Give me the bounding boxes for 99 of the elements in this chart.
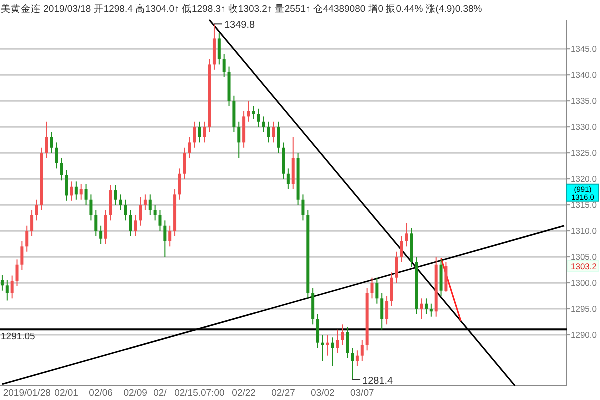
candlestick bbox=[247, 100, 250, 122]
candlestick bbox=[321, 334, 324, 362]
x-tick-label: 02/27 bbox=[272, 388, 296, 399]
y-tick-label: 1325.0 bbox=[571, 148, 598, 158]
candlestick bbox=[341, 324, 344, 346]
candlestick bbox=[129, 210, 132, 237]
candlestick bbox=[80, 184, 83, 200]
candlestick bbox=[286, 168, 290, 190]
candlestick bbox=[218, 33, 221, 66]
candlestick bbox=[74, 181, 78, 200]
y-tick-label: 1295.0 bbox=[571, 304, 598, 314]
candlestick bbox=[154, 204, 157, 222]
candlestick bbox=[376, 277, 379, 304]
x-tick-label: 02/09 bbox=[124, 388, 148, 399]
candlestick bbox=[420, 298, 424, 320]
x-tick-label: 03/07 bbox=[350, 388, 374, 399]
candlestick bbox=[203, 121, 206, 144]
x-tick-label: 03/02 bbox=[311, 388, 335, 399]
candlestick bbox=[134, 214, 138, 237]
candlestick bbox=[144, 194, 147, 211]
y-tick-label: 1330.0 bbox=[571, 122, 598, 132]
candlestick bbox=[198, 121, 202, 144]
candlestick bbox=[277, 121, 280, 154]
candlestick bbox=[164, 220, 167, 258]
candlestick bbox=[351, 348, 354, 380]
x-tick-label: 02/22 bbox=[232, 388, 256, 399]
candlestick bbox=[35, 199, 38, 222]
candlestick bbox=[119, 194, 122, 211]
candlestick bbox=[158, 210, 162, 232]
candlestick bbox=[302, 194, 305, 222]
candlestick bbox=[84, 184, 88, 206]
candlestick bbox=[262, 116, 266, 133]
candlestick bbox=[193, 121, 196, 148]
candlestick bbox=[267, 121, 270, 144]
candlestick bbox=[6, 280, 9, 302]
chart-title: 美黄金连 2019/03/18 开1298.4 高1304.0↑ 低1298.3↑ 收1303.2↑ 量2551↑ 仓44389080 增0 振0.44% 涨(4.9)0.38% bbox=[1, 3, 483, 15]
y-tick-label: 1300.0 bbox=[571, 278, 598, 288]
y-tick-label: 1315.0 bbox=[571, 200, 598, 210]
candlestick bbox=[222, 54, 226, 78]
candlestick bbox=[20, 240, 24, 271]
candlestick bbox=[26, 225, 29, 252]
candlestick bbox=[139, 196, 142, 226]
candlestick bbox=[346, 326, 350, 359]
candlestick bbox=[90, 194, 93, 222]
y-tick-label: 1290.0 bbox=[571, 330, 598, 340]
candlestick bbox=[100, 225, 103, 245]
candlestick bbox=[336, 329, 340, 354]
candlestick bbox=[55, 142, 58, 170]
candlestick bbox=[238, 121, 241, 159]
annotation: 1281.4 bbox=[362, 376, 394, 387]
candlestick bbox=[356, 350, 359, 367]
candlestick bbox=[65, 170, 68, 202]
candlestick bbox=[252, 106, 256, 120]
candlestick bbox=[430, 303, 433, 318]
candlestick bbox=[0, 274, 4, 292]
candlestick bbox=[60, 158, 64, 182]
y-tick-label: 1345.0 bbox=[571, 44, 598, 54]
candlestick bbox=[331, 337, 334, 367]
y-tick-label: 1310.0 bbox=[571, 226, 598, 236]
candlestick bbox=[30, 210, 34, 237]
x-tick-label: 02/01 bbox=[54, 388, 78, 399]
annotation: 1349.8 bbox=[224, 20, 256, 32]
candlestick bbox=[70, 181, 73, 202]
text: 1303.2 bbox=[571, 261, 598, 272]
candlestick bbox=[148, 194, 152, 216]
y-tick-label: 1335.0 bbox=[571, 96, 598, 106]
candlestick bbox=[104, 210, 108, 245]
candlestick bbox=[10, 275, 14, 300]
x-tick-label: 02/15.07:00 bbox=[174, 388, 225, 399]
x-tick-label: 02/06 bbox=[89, 388, 113, 399]
y-tick-label: 1320.0 bbox=[571, 174, 598, 184]
candlestick bbox=[178, 168, 182, 200]
candlestick bbox=[50, 132, 54, 154]
candlestick bbox=[114, 184, 118, 206]
candlestick bbox=[326, 334, 330, 356]
candlestick bbox=[380, 292, 384, 330]
candlestick bbox=[124, 199, 128, 222]
ref-line-label: 1291.05 bbox=[1, 332, 36, 343]
candlestick bbox=[257, 108, 260, 128]
candlestick bbox=[400, 236, 404, 263]
candlestick bbox=[424, 298, 428, 315]
y-tick-label: 1305.0 bbox=[571, 252, 598, 262]
x-tick-label: 02/ bbox=[154, 388, 168, 399]
candlestick bbox=[183, 147, 186, 180]
candlestick bbox=[94, 210, 98, 237]
candlestick bbox=[272, 121, 276, 144]
candlestick bbox=[45, 121, 48, 159]
candlestick bbox=[405, 222, 408, 248]
candlestick bbox=[168, 225, 172, 248]
y-tick-label: 1340.0 bbox=[571, 70, 598, 80]
x-tick-label: 2019/01/28 bbox=[3, 388, 51, 399]
candlestick bbox=[360, 340, 364, 362]
candlestick bbox=[316, 314, 320, 349]
candlestick bbox=[370, 277, 374, 300]
candlestick bbox=[395, 251, 398, 284]
candlestick bbox=[386, 296, 389, 326]
candlestick bbox=[16, 259, 19, 287]
candlestick bbox=[390, 272, 394, 307]
candlestick bbox=[188, 136, 192, 159]
